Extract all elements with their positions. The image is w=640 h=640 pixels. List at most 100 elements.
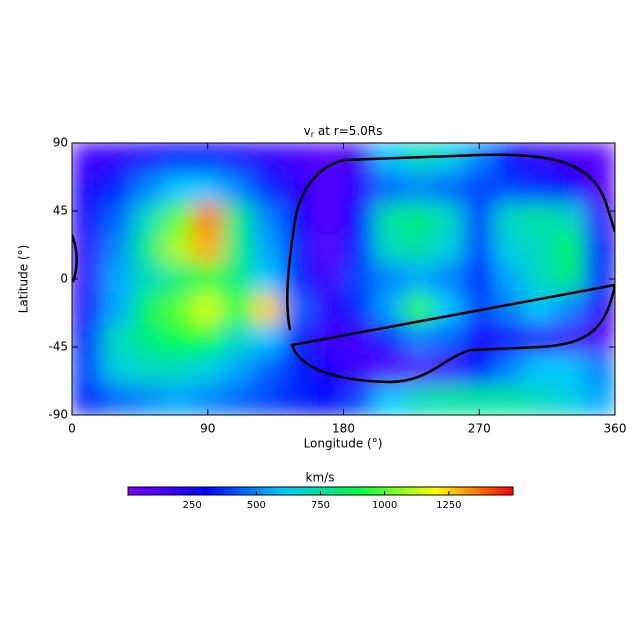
cell	[312, 293, 344, 325]
cell	[72, 354, 103, 386]
x-tick-label: 0	[68, 422, 76, 436]
cell	[131, 323, 163, 356]
cell	[584, 323, 615, 356]
x-tick-label: 90	[200, 422, 215, 436]
cell	[131, 263, 163, 295]
cell	[222, 172, 254, 204]
cell	[433, 323, 465, 356]
cell	[72, 202, 103, 235]
cell	[72, 172, 103, 204]
y-tick-label: 0	[60, 272, 68, 286]
cell	[312, 263, 344, 295]
cell	[433, 172, 465, 204]
cell	[373, 293, 405, 325]
cell	[131, 293, 163, 325]
cell	[403, 384, 435, 415]
cell	[162, 323, 194, 356]
cell	[162, 233, 194, 265]
cell	[584, 384, 615, 415]
cell	[343, 263, 375, 295]
cell	[373, 202, 405, 235]
cell	[373, 172, 405, 204]
cell	[312, 202, 344, 235]
cell	[222, 143, 254, 174]
cell	[222, 323, 254, 356]
cell	[72, 293, 103, 325]
cell	[192, 233, 224, 265]
cell	[192, 202, 224, 235]
cell	[131, 384, 163, 415]
cell	[343, 323, 375, 356]
cell	[282, 384, 314, 415]
cell	[312, 233, 344, 265]
cell	[162, 202, 194, 235]
cell	[524, 202, 556, 235]
cell	[433, 233, 465, 265]
cell	[192, 172, 224, 204]
cell	[72, 384, 103, 415]
cell	[403, 202, 435, 235]
cell	[493, 143, 525, 174]
y-tick-label: -90	[48, 408, 68, 422]
cell	[101, 233, 133, 265]
cell	[252, 384, 284, 415]
cell	[101, 143, 133, 174]
cell	[192, 263, 224, 295]
cell	[282, 323, 314, 356]
cell	[433, 143, 465, 174]
cell	[192, 354, 224, 386]
cell	[101, 354, 133, 386]
cell	[282, 172, 314, 204]
cell	[222, 293, 254, 325]
cell	[524, 233, 556, 265]
cell	[192, 293, 224, 325]
cell	[524, 354, 556, 386]
cell	[312, 384, 344, 415]
cell	[222, 233, 254, 265]
cell	[493, 172, 525, 204]
cell	[463, 233, 495, 265]
cell	[162, 263, 194, 295]
cell	[343, 233, 375, 265]
cell	[343, 384, 375, 415]
y-tick-label: 90	[53, 136, 68, 150]
cell	[584, 233, 615, 265]
y-axis-label: Latitude (°)	[17, 245, 31, 314]
cell	[131, 233, 163, 265]
cell	[252, 323, 284, 356]
cell	[463, 354, 495, 386]
colorbar-tick-label: 750	[311, 500, 330, 511]
cell	[162, 293, 194, 325]
cell	[282, 143, 314, 174]
cell	[373, 233, 405, 265]
cell	[463, 172, 495, 204]
colorbar-tick-label: 250	[183, 500, 202, 511]
cell	[524, 263, 556, 295]
cell	[554, 172, 586, 204]
cell	[493, 323, 525, 356]
cell	[101, 323, 133, 356]
cell	[72, 323, 103, 356]
cell	[554, 354, 586, 386]
cell	[162, 143, 194, 174]
cell	[493, 233, 525, 265]
cell	[101, 293, 133, 325]
cell	[252, 143, 284, 174]
cell	[433, 202, 465, 235]
cell	[252, 202, 284, 235]
plot-area	[72, 143, 615, 415]
cell	[131, 354, 163, 386]
x-tick-label: 360	[604, 422, 627, 436]
cell	[222, 263, 254, 295]
cell	[493, 263, 525, 295]
cell	[373, 263, 405, 295]
cell	[312, 172, 344, 204]
cell	[101, 172, 133, 204]
cell	[72, 143, 103, 174]
cell	[524, 172, 556, 204]
cell	[554, 263, 586, 295]
y-tick-label: -45	[48, 340, 68, 354]
cell	[252, 293, 284, 325]
cell	[101, 202, 133, 235]
